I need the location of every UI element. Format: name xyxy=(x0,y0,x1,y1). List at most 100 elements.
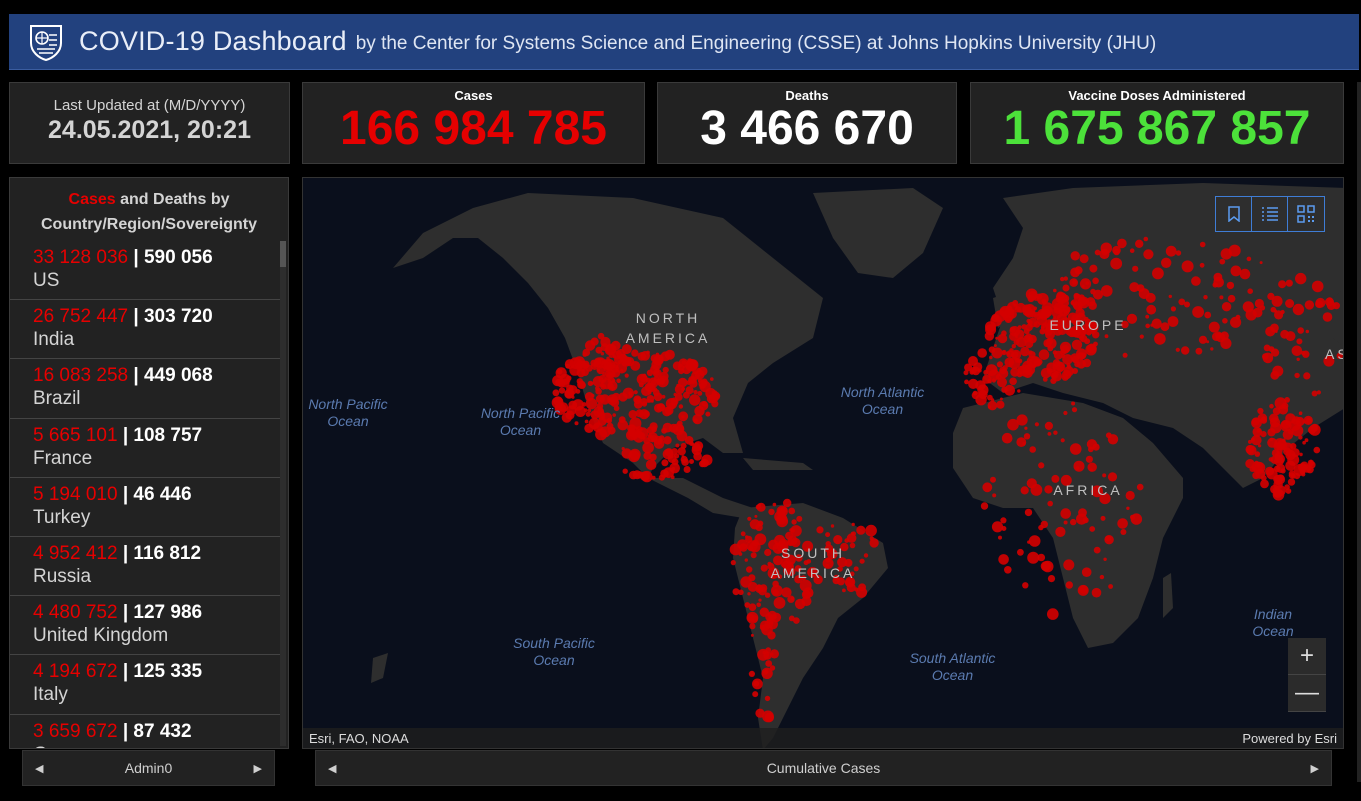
case-dot[interactable] xyxy=(1219,295,1224,300)
map-next-arrow-icon[interactable]: ▶ xyxy=(1310,762,1319,775)
case-dot[interactable] xyxy=(682,364,692,375)
case-dot[interactable] xyxy=(1195,347,1203,355)
case-dot[interactable] xyxy=(1085,455,1093,463)
case-dot[interactable] xyxy=(802,540,814,552)
case-dot[interactable] xyxy=(1313,446,1321,454)
case-dot[interactable] xyxy=(1304,300,1315,310)
case-dot[interactable] xyxy=(674,384,685,395)
case-dot[interactable] xyxy=(771,614,777,620)
case-dot[interactable] xyxy=(649,422,658,431)
case-dot[interactable] xyxy=(1100,515,1106,521)
case-dot[interactable] xyxy=(659,404,666,411)
case-dot[interactable] xyxy=(595,346,603,354)
case-dot[interactable] xyxy=(964,363,973,372)
case-dot[interactable] xyxy=(1192,306,1204,318)
case-dot[interactable] xyxy=(1265,466,1275,476)
case-dot[interactable] xyxy=(748,545,754,551)
case-dot[interactable] xyxy=(764,548,772,557)
case-dot[interactable] xyxy=(1126,506,1130,510)
map-prev-arrow-icon[interactable]: ◀ xyxy=(328,762,337,775)
list-item[interactable]: 4 194 672 | 125 335 Italy xyxy=(10,655,280,715)
case-dot[interactable] xyxy=(600,352,605,356)
case-dot[interactable] xyxy=(998,535,1002,540)
case-dot[interactable] xyxy=(1146,304,1157,315)
case-dot[interactable] xyxy=(1020,346,1030,357)
case-dot[interactable] xyxy=(1248,439,1252,444)
case-dot[interactable] xyxy=(1084,318,1092,326)
case-dot[interactable] xyxy=(1070,251,1080,261)
case-dot[interactable] xyxy=(566,388,574,396)
case-dot[interactable] xyxy=(1079,278,1092,290)
case-dot[interactable] xyxy=(616,378,621,384)
case-dot[interactable] xyxy=(596,402,604,410)
case-dot[interactable] xyxy=(688,375,697,385)
case-dot[interactable] xyxy=(1126,313,1138,324)
case-dot[interactable] xyxy=(765,647,771,653)
case-dot[interactable] xyxy=(1168,294,1172,299)
case-dot[interactable] xyxy=(1270,484,1280,494)
case-dot[interactable] xyxy=(789,528,793,532)
case-dot[interactable] xyxy=(987,400,998,411)
case-dot[interactable] xyxy=(1051,372,1058,378)
case-dot[interactable] xyxy=(645,377,651,383)
case-dot[interactable] xyxy=(600,414,605,419)
case-dot[interactable] xyxy=(988,346,996,353)
case-dot[interactable] xyxy=(1143,236,1149,242)
case-dot[interactable] xyxy=(1310,424,1318,432)
case-dot[interactable] xyxy=(1288,472,1295,479)
case-dot[interactable] xyxy=(1006,351,1011,356)
case-dot[interactable] xyxy=(1145,314,1150,319)
case-dot[interactable] xyxy=(1020,486,1029,495)
case-dot[interactable] xyxy=(1117,518,1128,529)
case-dot[interactable] xyxy=(1130,513,1143,525)
case-dot[interactable] xyxy=(764,592,771,598)
case-dot[interactable] xyxy=(1007,308,1015,316)
list-scrollbar[interactable] xyxy=(280,241,286,746)
case-dot[interactable] xyxy=(1269,403,1274,409)
case-dot[interactable] xyxy=(602,371,607,377)
case-dot[interactable] xyxy=(794,565,802,572)
case-dot[interactable] xyxy=(1089,526,1096,532)
case-dot[interactable] xyxy=(1078,297,1088,307)
case-dot[interactable] xyxy=(671,448,678,455)
case-dot[interactable] xyxy=(964,379,969,385)
case-dot[interactable] xyxy=(748,603,757,611)
case-dot[interactable] xyxy=(1269,413,1279,423)
case-dot[interactable] xyxy=(1230,265,1242,277)
case-dot[interactable] xyxy=(622,468,628,474)
case-dot[interactable] xyxy=(747,592,751,596)
case-dot[interactable] xyxy=(1181,346,1190,355)
case-dot[interactable] xyxy=(1060,508,1071,519)
case-dot[interactable] xyxy=(669,462,680,474)
case-dot[interactable] xyxy=(1227,294,1236,303)
case-dot[interactable] xyxy=(1304,438,1309,443)
list-item[interactable]: 4 480 752 | 127 986 United Kingdom xyxy=(10,596,280,656)
case-dot[interactable] xyxy=(1074,361,1081,368)
case-dot[interactable] xyxy=(655,354,664,363)
case-dot[interactable] xyxy=(1221,302,1232,312)
case-dot[interactable] xyxy=(642,373,647,378)
case-dot[interactable] xyxy=(648,434,653,438)
case-dot[interactable] xyxy=(799,579,812,592)
case-dot[interactable] xyxy=(1070,301,1075,305)
case-dot[interactable] xyxy=(1285,420,1291,426)
case-dot[interactable] xyxy=(997,377,1007,388)
case-dot[interactable] xyxy=(1036,293,1043,300)
case-dot[interactable] xyxy=(595,386,600,391)
case-dot[interactable] xyxy=(631,349,639,357)
case-dot[interactable] xyxy=(1125,490,1135,501)
case-dot[interactable] xyxy=(853,566,859,572)
case-dot[interactable] xyxy=(1091,587,1102,598)
case-dot[interactable] xyxy=(1108,584,1113,589)
case-dot[interactable] xyxy=(552,389,560,397)
case-dot[interactable] xyxy=(1322,312,1333,322)
case-dot[interactable] xyxy=(846,533,857,543)
case-dot[interactable] xyxy=(973,362,983,372)
case-dot[interactable] xyxy=(1170,306,1176,312)
case-dot[interactable] xyxy=(581,402,587,407)
case-dot[interactable] xyxy=(856,586,868,598)
case-dot[interactable] xyxy=(813,574,823,585)
case-dot[interactable] xyxy=(1051,474,1060,483)
case-dot[interactable] xyxy=(767,561,772,566)
case-dot[interactable] xyxy=(1092,443,1100,451)
